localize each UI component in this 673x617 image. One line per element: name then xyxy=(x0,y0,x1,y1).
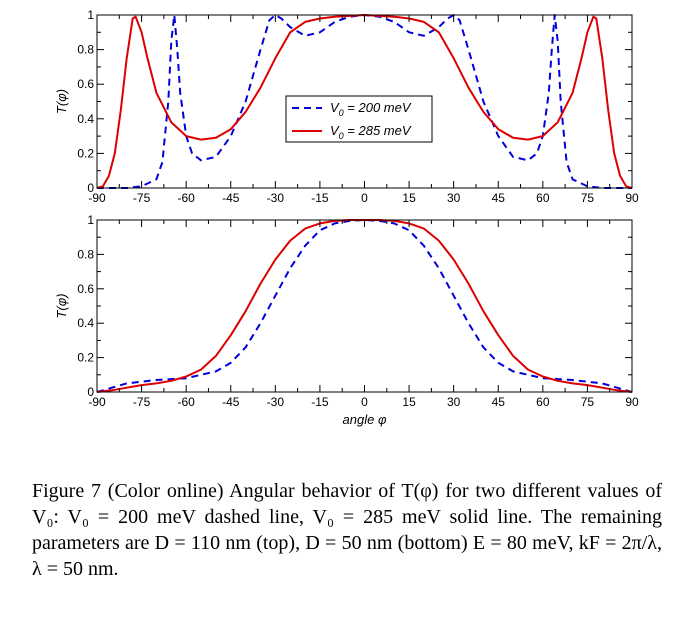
x-tick-label-bottom: -90 xyxy=(88,395,106,409)
y-tick-label-bottom: 0.2 xyxy=(77,351,94,365)
y-tick-label-top: 0 xyxy=(87,181,94,195)
y-axis-label-top: T(φ) xyxy=(54,89,69,114)
x-tick-label-bottom: 30 xyxy=(447,395,461,409)
y-tick-label-bottom: 0 xyxy=(87,385,94,399)
x-tick-label-bottom: -30 xyxy=(267,395,285,409)
y-tick-label-bottom: 0.6 xyxy=(77,282,94,296)
panel-top: -90 -75 -60 -45 -30 -15 0 15 30 45 60 75 90 0 0.2 0.4 0.… xyxy=(54,8,639,205)
y-tick-label-top: 0.8 xyxy=(77,43,94,57)
y-axis-label-bottom: T(φ) xyxy=(54,293,69,318)
y-tick-label-bottom: 1 xyxy=(87,213,94,227)
x-tick-label-bottom: 45 xyxy=(492,395,506,409)
x-tick-label-bottom: 15 xyxy=(402,395,416,409)
x-tick-label-bottom: 90 xyxy=(625,395,639,409)
x-tick-label-bottom: -60 xyxy=(177,395,195,409)
x-tick-label-bottom: -15 xyxy=(311,395,329,409)
x-tick-label-top: -45 xyxy=(222,191,240,205)
y-tick-label-top: 1 xyxy=(87,8,94,22)
x-tick-label-bottom: -75 xyxy=(133,395,151,409)
panel-bottom: -90 -75 -60 -45 -30 -15 0 15 30 45 60 75 90 0 0.2 0.4 0.… xyxy=(54,213,639,427)
x-tick-label-top: 45 xyxy=(492,191,506,205)
x-tick-label-top: 15 xyxy=(402,191,416,205)
y-tick-label-bottom: 0.4 xyxy=(77,316,94,330)
x-tick-label-top: -30 xyxy=(267,191,285,205)
y-tick-label-top: 0.4 xyxy=(77,112,94,126)
x-axis-label-bottom: angle φ xyxy=(343,412,387,427)
legend-box xyxy=(285,95,433,143)
x-tick-label-bottom: -45 xyxy=(222,395,240,409)
y-tick-label-top: 0.2 xyxy=(77,146,94,160)
x-tick-label-top: -15 xyxy=(311,191,329,205)
legend-label-200: V0 = 200 meV xyxy=(330,100,412,118)
series-bottom-v0-200 xyxy=(96,219,633,393)
x-tick-label-top: 0 xyxy=(361,191,368,205)
figure: -90 -75 -60 -45 -30 -15 0 15 30 45 60 75 90 0 0.2 0.4 0.… xyxy=(54,8,639,427)
plot-frame-bottom xyxy=(96,219,633,393)
figure-caption: Figure 7 (Color online) Angular behavior… xyxy=(32,480,662,580)
x-tick-label-top: -75 xyxy=(133,191,151,205)
legend-label-285: V0 = 285 meV xyxy=(330,123,412,141)
x-tick-label-top: 30 xyxy=(447,191,461,205)
x-tick-label-top: -90 xyxy=(88,191,106,205)
y-tick-label-bottom: 0.8 xyxy=(77,247,94,261)
y-tick-label-top: 0.6 xyxy=(77,77,94,91)
x-tick-label-bottom: 0 xyxy=(361,395,368,409)
series-bottom-v0-285 xyxy=(96,219,633,393)
x-tick-label-bottom: 75 xyxy=(581,395,595,409)
legend: V0 = 200 meV V0 = 285 meV xyxy=(285,95,433,143)
x-tick-label-top: 60 xyxy=(536,191,550,205)
x-tick-label-top: 75 xyxy=(581,191,595,205)
x-tick-label-top: -60 xyxy=(177,191,195,205)
x-tick-label-bottom: 60 xyxy=(536,395,550,409)
x-tick-label-top: 90 xyxy=(625,191,639,205)
